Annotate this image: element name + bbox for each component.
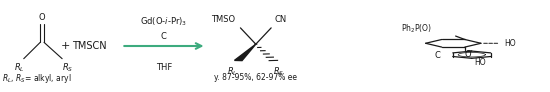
Text: TMSCN: TMSCN (72, 41, 107, 51)
Text: CN: CN (275, 15, 287, 24)
Text: HO: HO (475, 58, 486, 67)
Text: O: O (39, 13, 45, 22)
Text: C: C (161, 32, 167, 41)
Text: O: O (465, 50, 471, 59)
Text: THF: THF (156, 63, 172, 72)
Text: $R_L$: $R_L$ (227, 65, 238, 78)
Text: Gd(O-$\it{i}$-Pr)$_3$: Gd(O-$\it{i}$-Pr)$_3$ (140, 15, 188, 28)
Text: HO: HO (504, 39, 515, 48)
Text: $R_L$, $R_S$= alkyl, aryl: $R_L$, $R_S$= alkyl, aryl (2, 72, 72, 85)
Text: y. 87-95%, 62-97% ee: y. 87-95%, 62-97% ee (214, 73, 298, 82)
Text: +: + (60, 41, 70, 51)
Text: $R_L$: $R_L$ (14, 61, 25, 74)
Polygon shape (234, 44, 256, 61)
Text: $R_S$: $R_S$ (273, 65, 284, 78)
Text: Ph$_2$P(O): Ph$_2$P(O) (402, 22, 432, 35)
Text: $R_S$: $R_S$ (62, 61, 73, 74)
Text: TMSO: TMSO (211, 15, 235, 24)
Text: C: C (434, 51, 440, 60)
